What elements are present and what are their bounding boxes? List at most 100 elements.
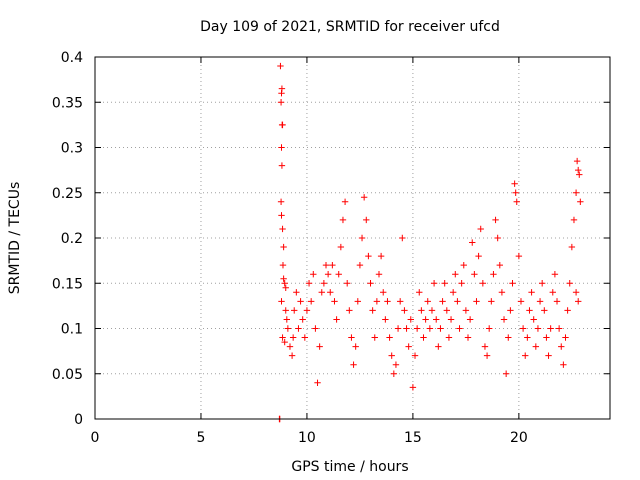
data-point	[560, 361, 567, 368]
data-point	[435, 343, 442, 350]
data-point	[519, 325, 527, 332]
data-points	[276, 62, 584, 423]
data-point	[310, 271, 317, 278]
data-point	[367, 280, 374, 287]
data-point	[303, 307, 311, 314]
data-point	[441, 280, 448, 287]
x-tick-label: 20	[510, 430, 528, 446]
data-point	[322, 261, 330, 269]
data-point	[526, 307, 533, 314]
data-point	[507, 307, 514, 314]
data-point	[545, 352, 552, 359]
data-point	[279, 261, 287, 269]
data-point	[496, 261, 503, 269]
data-point	[454, 298, 461, 305]
data-point	[464, 334, 472, 341]
data-point	[575, 166, 582, 174]
data-point	[422, 316, 429, 323]
data-point	[278, 298, 285, 305]
data-point	[566, 280, 573, 287]
data-point	[515, 252, 523, 260]
data-point	[307, 298, 315, 305]
data-point	[312, 325, 319, 332]
data-point	[511, 180, 518, 187]
data-point	[277, 99, 285, 106]
data-point	[498, 289, 506, 296]
data-point	[456, 325, 463, 332]
data-point	[341, 198, 349, 205]
data-point	[433, 316, 440, 323]
data-point	[460, 261, 467, 269]
data-point	[279, 334, 286, 341]
data-point	[524, 334, 531, 341]
y-tick-label: 0.3	[61, 141, 83, 157]
data-point	[293, 289, 300, 296]
data-point	[466, 316, 474, 323]
data-point	[447, 316, 455, 323]
y-axis-label: SRMTID / TECUs	[7, 182, 23, 295]
data-point	[502, 370, 510, 377]
data-point	[492, 216, 499, 224]
data-point	[449, 289, 457, 296]
data-point	[363, 216, 370, 224]
data-point	[346, 307, 353, 314]
data-point	[333, 316, 340, 323]
data-point	[443, 307, 451, 314]
data-point	[388, 352, 395, 359]
data-point	[517, 298, 525, 305]
data-point	[281, 280, 288, 287]
y-tick-label: 0	[74, 412, 83, 428]
data-point	[329, 261, 336, 269]
data-point	[354, 298, 361, 305]
grid	[95, 57, 610, 419]
y-tick-label: 0.1	[61, 322, 83, 338]
y-tick-label: 0.05	[52, 367, 83, 383]
data-point	[382, 316, 389, 323]
data-point	[289, 334, 297, 341]
data-point	[475, 252, 482, 260]
ticks: 0 0.05 0.1 0.15 0.2 0.25 0.3 0.35 0.4 0 5 10 15 20	[52, 50, 610, 446]
data-point	[562, 334, 569, 341]
data-point	[538, 280, 546, 287]
data-point	[278, 121, 286, 129]
data-point	[409, 384, 417, 391]
data-point	[512, 189, 519, 196]
data-point	[500, 316, 508, 323]
data-point	[439, 298, 446, 305]
data-point	[445, 334, 453, 341]
data-point	[462, 307, 470, 314]
data-point	[344, 280, 351, 287]
data-point	[396, 298, 404, 305]
data-point	[403, 325, 410, 332]
x-tick-label: 5	[197, 430, 206, 446]
data-point	[536, 298, 544, 305]
data-point	[553, 298, 561, 305]
data-point	[358, 234, 366, 242]
data-point	[573, 157, 581, 165]
data-point	[458, 280, 465, 287]
data-point	[407, 316, 414, 323]
data-point	[437, 325, 444, 332]
data-point	[327, 289, 334, 296]
data-point	[375, 271, 383, 278]
data-point	[570, 216, 578, 224]
data-point	[278, 162, 286, 169]
data-point	[360, 194, 368, 201]
data-point	[295, 325, 302, 332]
data-point	[377, 252, 385, 260]
data-point	[297, 298, 304, 305]
data-point	[371, 334, 378, 341]
data-point	[282, 284, 289, 291]
data-point	[490, 271, 497, 278]
data-point	[481, 343, 489, 350]
y-tick-label: 0.2	[61, 231, 83, 247]
y-tick-label: 0.35	[52, 95, 83, 111]
data-point	[299, 316, 306, 323]
data-point	[282, 307, 289, 314]
data-point	[373, 298, 381, 305]
data-point	[339, 216, 347, 224]
x-axis-label: GPS time / hours	[291, 459, 408, 475]
data-point	[318, 289, 325, 296]
data-point	[528, 289, 535, 296]
